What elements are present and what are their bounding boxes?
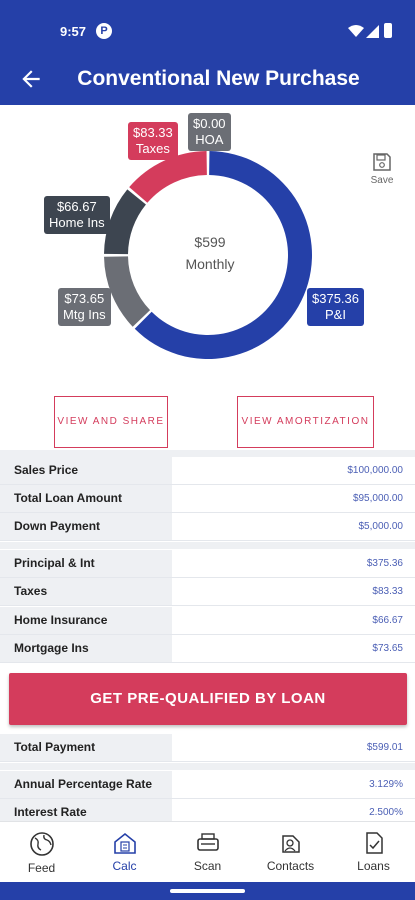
section-divider	[0, 763, 415, 770]
view-amortization-button[interactable]: VIEW AMORTIZATION	[237, 396, 374, 448]
scanner-icon	[196, 833, 219, 851]
row-label: Home Insurance	[0, 607, 172, 634]
slice-value-pi: $375.36	[312, 291, 359, 306]
slice-name-pi: P&I	[325, 307, 346, 322]
row-value: $100,000.00	[347, 465, 403, 476]
donut-slice-mtg-ins	[104, 256, 151, 327]
bottom-navigation: Feed Calc Scan Contacts Loans	[0, 821, 415, 882]
row-value: $375.36	[366, 558, 403, 569]
table-row: Principal & Int $375.36	[0, 550, 415, 578]
donut-svg	[104, 151, 312, 359]
row-label: Annual Percentage Rate	[0, 771, 172, 798]
donut-slice-home-ins	[104, 189, 146, 255]
row-value: 3.129%	[369, 779, 403, 790]
slice-label-mtg-ins: $73.65 Mtg Ins	[58, 288, 111, 326]
save-button[interactable]: Save	[366, 152, 398, 186]
row-value: $95,000.00	[352, 493, 403, 504]
table-row: Total Payment $599.01	[0, 734, 415, 762]
slice-value-hoa: $0.00	[193, 116, 226, 131]
row-value: $5,000.00	[358, 521, 404, 532]
table-row: Home Insurance $66.67	[0, 607, 415, 635]
nav-item-scan[interactable]: Scan	[166, 822, 249, 883]
nav-item-calc[interactable]: Calc	[83, 822, 166, 883]
row-label: Total Payment	[0, 734, 172, 761]
slice-label-hoa: $0.00 HOA	[188, 113, 231, 151]
slice-name-home-ins: Home Ins	[49, 215, 105, 230]
nav-item-loans[interactable]: Loans	[332, 822, 415, 883]
floppy-disk-icon	[373, 153, 391, 171]
row-value: $66.67	[372, 615, 403, 626]
row-label: Taxes	[0, 578, 172, 605]
slice-name-taxes: Taxes	[135, 141, 170, 156]
signal-icon	[366, 25, 379, 38]
wifi-icon	[348, 25, 364, 37]
payment-donut-chart: $599 Monthly $375.36 P&I $73.65 Mtg Ins …	[0, 105, 415, 395]
slice-name-mtg-ins: Mtg Ins	[63, 307, 106, 322]
table-row: Down Payment $5,000.00	[0, 513, 415, 541]
section-divider	[0, 450, 415, 457]
get-pre-qualified-button[interactable]: GET PRE-QUALIFIED BY LOAN	[9, 673, 407, 725]
nav-label-scan: Scan	[193, 859, 222, 873]
donut-slice-p-i	[134, 151, 312, 359]
gesture-handle[interactable]	[170, 889, 245, 893]
table-row: Mortgage Ins $73.65	[0, 635, 415, 663]
row-value: 2.500%	[369, 807, 403, 818]
donut-slice-taxes	[129, 151, 207, 203]
view-and-share-button[interactable]: VIEW AND SHARE	[54, 396, 168, 448]
nav-label-feed: Feed	[27, 861, 56, 875]
center-value: $599	[194, 234, 226, 250]
slice-value-mtg-ins: $73.65	[64, 291, 105, 306]
center-label: Monthly	[185, 256, 235, 272]
slice-label-home-ins: $66.67 Home Ins	[44, 196, 110, 234]
row-label: Mortgage Ins	[0, 635, 172, 662]
notification-icon: P	[96, 23, 112, 39]
donut-center: $599 Monthly	[150, 231, 270, 275]
slice-label-pi: $375.36 P&I	[307, 288, 364, 326]
page-title: Conventional New Purchase	[77, 67, 360, 90]
table-row: Annual Percentage Rate 3.129%	[0, 771, 415, 799]
row-label: Total Loan Amount	[0, 485, 172, 512]
status-time: 9:57	[60, 24, 87, 39]
row-label: Sales Price	[0, 457, 172, 484]
contacts-icon	[281, 835, 300, 853]
save-label: Save	[370, 175, 394, 186]
row-label: Principal & Int	[0, 550, 172, 577]
gesture-bar	[0, 882, 415, 900]
table-row: Taxes $83.33	[0, 578, 415, 606]
calculator-home-icon	[113, 832, 136, 854]
app-bar: Conventional New Purchase	[0, 60, 415, 105]
section-divider	[0, 542, 415, 549]
row-value: $83.33	[372, 586, 403, 597]
slice-value-home-ins: $66.67	[56, 199, 97, 214]
nav-item-contacts[interactable]: Contacts	[249, 822, 332, 883]
status-bar: 9:57 P	[0, 0, 415, 60]
slice-value-taxes: $83.33	[133, 125, 173, 140]
table-row: Sales Price $100,000.00	[0, 457, 415, 485]
row-value: $599.01	[366, 742, 403, 753]
nav-label-loans: Loans	[357, 859, 390, 873]
row-value: $73.65	[372, 643, 403, 654]
nav-label-calc: Calc	[112, 859, 137, 873]
slice-name-hoa: HOA	[195, 132, 224, 147]
back-arrow-icon[interactable]	[18, 66, 44, 92]
globe-icon	[29, 832, 54, 856]
battery-icon	[384, 23, 392, 38]
table-row: Total Loan Amount $95,000.00	[0, 485, 415, 513]
row-label: Down Payment	[0, 513, 172, 540]
document-check-icon	[365, 832, 383, 854]
nav-item-feed[interactable]: Feed	[0, 822, 83, 883]
nav-label-contacts: Contacts	[266, 859, 315, 873]
slice-label-taxes: $83.33 Taxes	[128, 122, 178, 160]
